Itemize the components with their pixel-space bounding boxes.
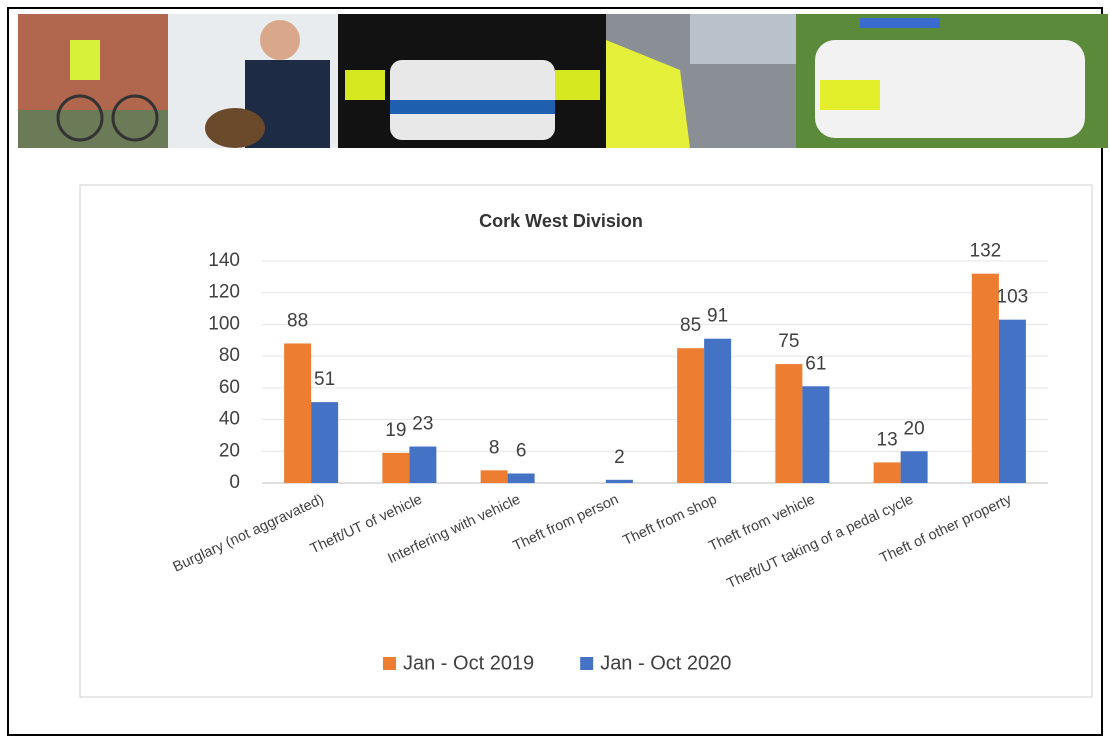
photo-traffic-car-check — [820, 80, 880, 110]
data-label: 13 — [877, 429, 898, 450]
legend-label: Jan - Oct 2020 — [600, 652, 731, 674]
bar — [507, 473, 535, 483]
photo-traffic-car-body — [815, 40, 1085, 138]
chart-area — [79, 184, 1093, 698]
data-label: 88 — [287, 310, 308, 331]
bar — [382, 452, 410, 483]
bar — [998, 319, 1026, 483]
y-tick-label: 0 — [229, 472, 240, 493]
photo-car-door — [345, 70, 385, 100]
bar — [900, 451, 928, 483]
chart-title: Cork West Division — [479, 211, 643, 231]
data-label: 51 — [314, 369, 335, 390]
y-tick-label: 100 — [208, 313, 240, 334]
photo-jacket — [70, 40, 100, 80]
bar — [284, 343, 312, 483]
y-tick-label: 120 — [208, 282, 240, 303]
photo-cyclist-ground — [18, 110, 168, 148]
legend-swatch — [580, 657, 594, 670]
photo-street-buildings — [690, 14, 796, 64]
data-label: 85 — [680, 315, 701, 336]
data-label: 6 — [516, 441, 527, 462]
bar — [971, 273, 999, 483]
photo-dog — [205, 108, 265, 148]
data-label: 132 — [970, 241, 1002, 262]
bar — [704, 338, 732, 483]
data-label: 91 — [707, 306, 728, 327]
y-tick-label: 20 — [219, 440, 240, 461]
data-label: 19 — [385, 420, 406, 441]
bar — [409, 446, 437, 483]
y-tick-label: 40 — [219, 409, 240, 430]
bar — [873, 462, 901, 483]
photo-car-door — [555, 70, 600, 100]
data-label: 75 — [778, 331, 799, 352]
bar — [775, 364, 803, 483]
data-label: 20 — [904, 418, 925, 439]
data-label: 2 — [614, 447, 625, 468]
data-label: 23 — [412, 414, 433, 435]
photo-lightbar — [860, 18, 940, 28]
photo-wheel — [56, 94, 104, 142]
photo-wheel — [111, 94, 159, 142]
y-tick-label: 60 — [219, 377, 240, 398]
y-tick-label: 140 — [208, 250, 240, 271]
bar — [480, 470, 508, 483]
bar — [677, 348, 705, 483]
data-label: 103 — [997, 287, 1029, 308]
photo-officer-head — [260, 20, 300, 60]
photo-banner — [18, 14, 1108, 148]
bar — [311, 402, 339, 483]
data-label: 8 — [489, 437, 500, 458]
bar — [802, 386, 830, 483]
legend-swatch — [383, 657, 396, 670]
y-tick-label: 80 — [219, 345, 240, 366]
legend-label: Jan - Oct 2019 — [403, 652, 534, 674]
bar — [605, 479, 633, 483]
photo-car-stripe — [390, 100, 555, 114]
photo-street-car — [606, 40, 690, 148]
data-label: 61 — [805, 353, 826, 374]
